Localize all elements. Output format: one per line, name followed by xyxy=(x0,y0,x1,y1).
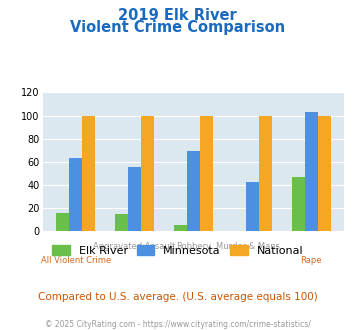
Bar xyxy=(187,151,200,231)
Bar xyxy=(115,214,128,231)
Text: Murder & Mans...: Murder & Mans... xyxy=(217,242,288,251)
Text: 2019 Elk River: 2019 Elk River xyxy=(118,8,237,23)
Bar xyxy=(141,115,154,231)
Bar xyxy=(200,115,213,231)
Bar xyxy=(82,115,95,231)
Text: Aggravated Assault: Aggravated Assault xyxy=(93,242,176,251)
Bar xyxy=(318,115,331,231)
Legend: Elk River, Minnesota, National: Elk River, Minnesota, National xyxy=(48,241,307,260)
Bar xyxy=(305,112,318,231)
Bar xyxy=(69,158,82,231)
Text: Compared to U.S. average. (U.S. average equals 100): Compared to U.S. average. (U.S. average … xyxy=(38,292,317,302)
Text: Robbery: Robbery xyxy=(176,242,211,251)
Text: All Violent Crime: All Violent Crime xyxy=(40,256,111,265)
Bar xyxy=(259,115,272,231)
Text: © 2025 CityRating.com - https://www.cityrating.com/crime-statistics/: © 2025 CityRating.com - https://www.city… xyxy=(45,320,310,329)
Text: Rape: Rape xyxy=(300,256,322,265)
Bar xyxy=(128,168,141,231)
Bar xyxy=(246,182,259,231)
Bar xyxy=(174,225,187,231)
Bar xyxy=(56,213,69,231)
Bar xyxy=(292,177,305,231)
Text: Violent Crime Comparison: Violent Crime Comparison xyxy=(70,20,285,35)
